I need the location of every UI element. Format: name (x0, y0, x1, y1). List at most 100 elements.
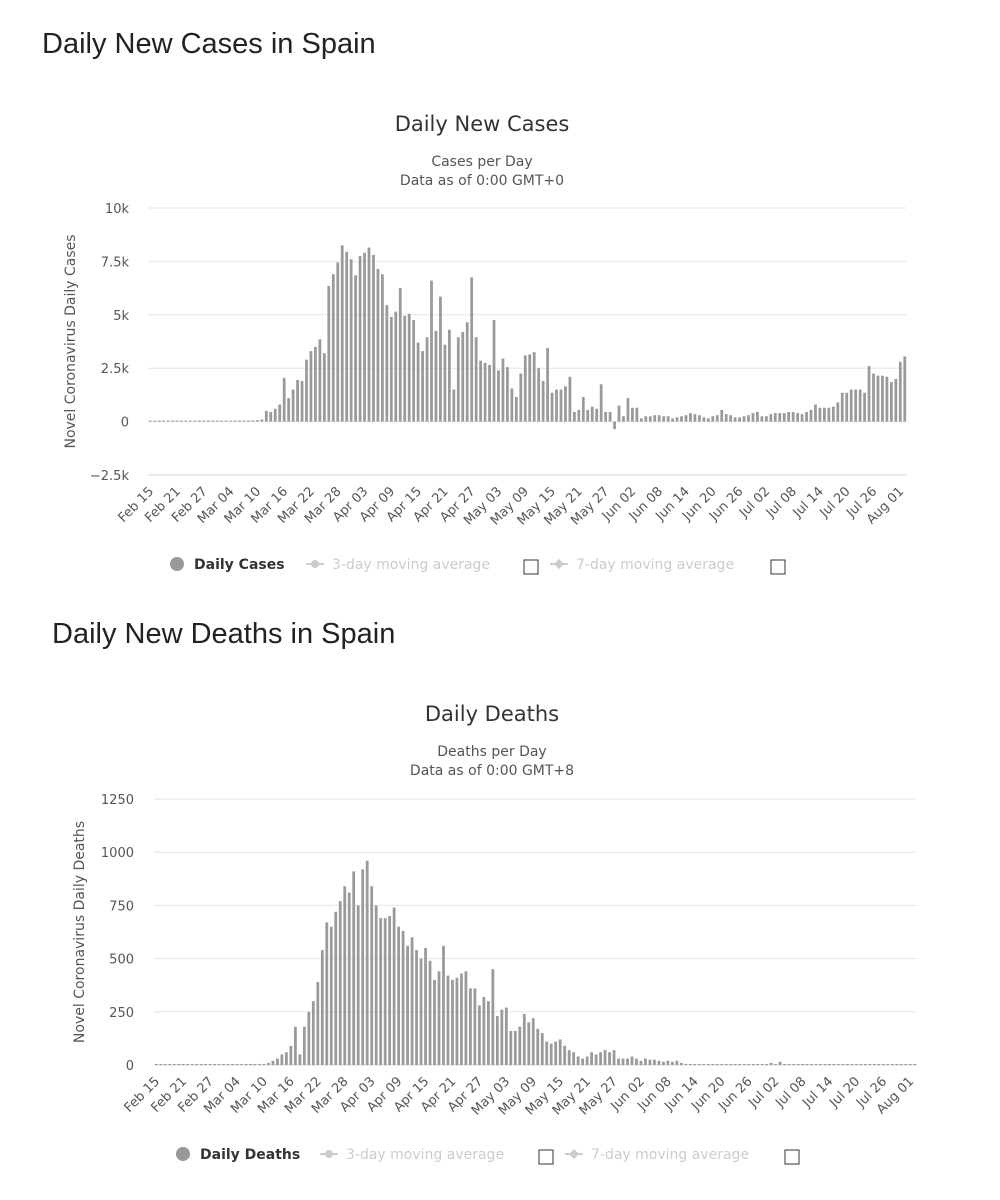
data-bar[interactable] (827, 407, 831, 422)
data-bar[interactable] (410, 937, 414, 1065)
data-bar[interactable] (478, 1005, 481, 1065)
data-bar[interactable] (171, 420, 174, 422)
data-bar[interactable] (881, 1064, 885, 1065)
data-bar[interactable] (818, 407, 822, 422)
data-bar[interactable] (648, 416, 652, 422)
data-bar[interactable] (810, 1064, 813, 1065)
data-bar[interactable] (805, 411, 808, 422)
data-bar[interactable] (389, 316, 393, 422)
data-bar[interactable] (199, 1064, 203, 1065)
data-bar[interactable] (376, 268, 380, 422)
data-bar[interactable] (590, 406, 594, 422)
data-bar[interactable] (374, 905, 378, 1065)
data-bar[interactable] (648, 1059, 652, 1065)
data-bar[interactable] (293, 1026, 297, 1065)
data-bar[interactable] (621, 1058, 625, 1065)
data-bar[interactable] (697, 1064, 701, 1065)
data-bar[interactable] (854, 389, 858, 422)
data-bar[interactable] (666, 416, 670, 422)
data-bar[interactable] (603, 1050, 607, 1065)
data-bar[interactable] (644, 416, 648, 422)
data-bar[interactable] (858, 389, 862, 422)
data-bar[interactable] (845, 392, 849, 422)
data-bar[interactable] (385, 305, 389, 422)
data-bar[interactable] (841, 1064, 845, 1065)
data-bar[interactable] (782, 413, 786, 422)
data-bar[interactable] (397, 926, 401, 1065)
data-bar[interactable] (872, 373, 875, 422)
data-bar[interactable] (318, 339, 322, 422)
data-bar[interactable] (760, 1064, 764, 1065)
data-bar[interactable] (162, 420, 166, 422)
data-bar[interactable] (500, 1009, 504, 1065)
data-bar[interactable] (224, 420, 228, 422)
data-bar[interactable] (181, 1064, 185, 1065)
data-bar[interactable] (300, 381, 304, 422)
data-bar[interactable] (715, 415, 719, 422)
data-bar[interactable] (706, 418, 710, 422)
data-bar[interactable] (554, 1041, 558, 1065)
data-bar[interactable] (738, 1064, 742, 1065)
data-bar[interactable] (639, 418, 643, 422)
data-bar[interactable] (338, 901, 342, 1065)
data-bar[interactable] (688, 1064, 692, 1065)
data-bar[interactable] (189, 420, 192, 422)
data-bar[interactable] (631, 407, 634, 422)
data-bar[interactable] (184, 420, 188, 422)
data-bar[interactable] (783, 1064, 786, 1065)
data-bar[interactable] (608, 411, 612, 422)
data-bar[interactable] (231, 1064, 234, 1065)
data-bar[interactable] (581, 1058, 585, 1065)
data-bar[interactable] (180, 420, 183, 422)
data-bar[interactable] (379, 918, 383, 1065)
data-bar[interactable] (876, 375, 880, 422)
data-bar[interactable] (501, 358, 505, 422)
data-bar[interactable] (523, 355, 527, 422)
data-bar[interactable] (738, 417, 741, 422)
data-bar[interactable] (247, 420, 250, 422)
data-bar[interactable] (881, 375, 884, 422)
data-bar[interactable] (452, 389, 456, 422)
data-bar[interactable] (903, 356, 907, 422)
data-bar[interactable] (307, 1011, 311, 1065)
data-bar[interactable] (613, 421, 616, 430)
data-bar[interactable] (204, 1064, 208, 1065)
data-bar[interactable] (546, 347, 549, 422)
data-bar[interactable] (549, 1043, 553, 1065)
data-bar[interactable] (872, 1064, 876, 1065)
data-bar[interactable] (662, 416, 666, 422)
data-bar[interactable] (513, 1030, 517, 1065)
legend-checkbox[interactable] (784, 1149, 800, 1165)
data-bar[interactable] (576, 1056, 580, 1065)
data-bar[interactable] (635, 407, 639, 422)
data-bar[interactable] (197, 420, 201, 422)
data-bar[interactable] (267, 1062, 270, 1065)
data-bar[interactable] (684, 415, 688, 422)
data-bar[interactable] (215, 420, 219, 422)
data-bar[interactable] (568, 376, 572, 422)
data-bar[interactable] (446, 975, 450, 1065)
data-bar[interactable] (253, 1064, 257, 1065)
data-bar[interactable] (388, 916, 392, 1065)
data-bar[interactable] (855, 1064, 858, 1065)
data-bar[interactable] (706, 1064, 710, 1065)
data-bar[interactable] (617, 1058, 620, 1065)
data-bar[interactable] (898, 361, 902, 422)
data-bar[interactable] (430, 280, 433, 422)
data-bar[interactable] (365, 860, 369, 1065)
data-bar[interactable] (235, 1064, 239, 1065)
data-bar[interactable] (657, 1060, 661, 1065)
data-bar[interactable] (773, 413, 777, 422)
data-bar[interactable] (213, 1064, 216, 1065)
data-bar[interactable] (662, 1061, 665, 1065)
data-bar[interactable] (733, 417, 737, 422)
data-bar[interactable] (206, 420, 210, 422)
data-bar[interactable] (352, 871, 356, 1065)
data-bar[interactable] (670, 1061, 674, 1065)
data-bar[interactable] (403, 315, 407, 422)
data-bar[interactable] (527, 1022, 531, 1065)
data-bar[interactable] (729, 1064, 733, 1065)
data-bar[interactable] (733, 1064, 737, 1065)
data-bar[interactable] (309, 351, 313, 422)
data-bar[interactable] (572, 1052, 576, 1065)
